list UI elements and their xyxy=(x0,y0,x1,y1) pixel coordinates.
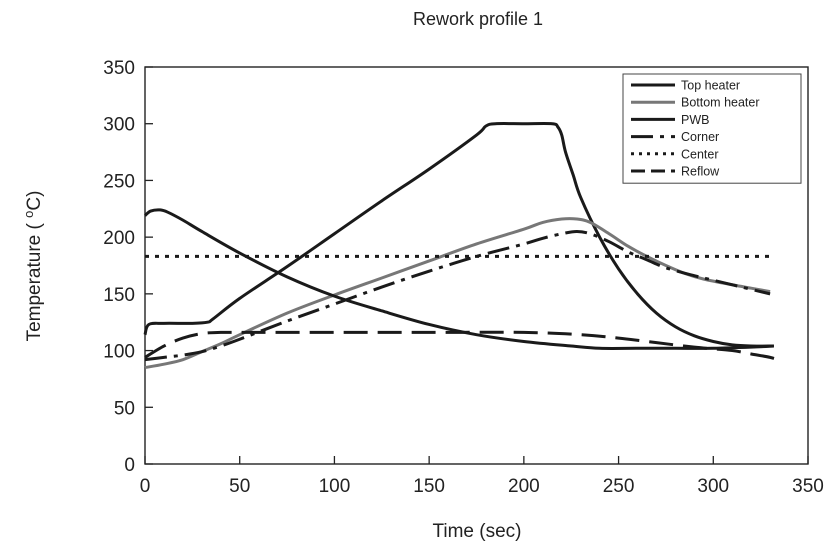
x-tick-label: 50 xyxy=(229,476,250,497)
y-tick-label: 100 xyxy=(103,342,135,363)
legend-label: Center xyxy=(681,147,719,161)
x-tick-label: 150 xyxy=(413,476,445,497)
svg-text:Temperature ( oC): Temperature ( oC) xyxy=(21,191,46,342)
x-axis-label: Time (sec) xyxy=(432,521,521,542)
y-axis-label-pre: Temperature ( xyxy=(24,218,45,342)
legend-label: Reflow xyxy=(681,165,720,179)
x-tick-label: 300 xyxy=(697,476,729,497)
series-line-pwb xyxy=(143,208,774,350)
y-tick-label: 250 xyxy=(103,171,135,192)
series-line-bottom-heater xyxy=(144,217,771,370)
y-tick-label: 350 xyxy=(103,58,135,79)
legend-box xyxy=(622,73,802,184)
x-tick-label: 250 xyxy=(603,476,635,497)
y-tick-label: 0 xyxy=(124,455,135,476)
legend-label: Corner xyxy=(681,130,719,144)
y-axis-label: Temperature ( oC) xyxy=(21,191,46,342)
plot-frame xyxy=(144,66,809,465)
y-tick-label: 150 xyxy=(103,285,135,306)
axis-ticks: 0 50 100 150 200 250 300 350 0 50 100 150 200 250 300 3… xyxy=(103,58,824,497)
y-tick-label: 200 xyxy=(103,228,135,249)
legend-label: PWB xyxy=(681,113,709,127)
y-axis-label-sup: o xyxy=(21,211,36,218)
x-tick-label: 100 xyxy=(319,476,351,497)
legend-label: Bottom heater xyxy=(681,96,760,110)
x-tick-label: 0 xyxy=(140,476,151,497)
y-tick-label: 300 xyxy=(103,115,135,136)
series-line-top-heater xyxy=(143,121,774,348)
x-tick-label: 200 xyxy=(508,476,540,497)
y-tick-label: 50 xyxy=(114,398,135,419)
chart-title: Rework profile 1 xyxy=(413,9,543,29)
series-line-reflow xyxy=(144,330,782,363)
y-axis-label-post: C) xyxy=(24,191,45,211)
legend: Top heater Bottom heater PWB Corner Center Re… xyxy=(622,73,802,184)
x-tick-label: 350 xyxy=(792,476,824,497)
series-layer xyxy=(143,121,782,370)
legend-label: Top heater xyxy=(681,79,740,93)
series-line-corner xyxy=(144,229,771,362)
